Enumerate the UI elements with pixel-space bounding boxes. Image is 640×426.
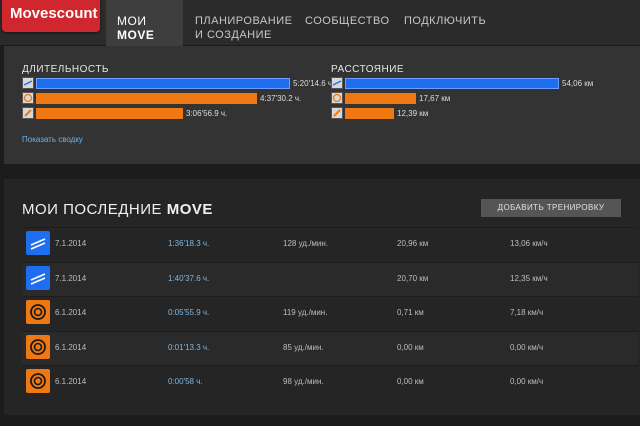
move-distance: 20,70 км <box>397 273 429 283</box>
circuit-icon <box>26 369 50 393</box>
recent-moves-title-prefix: МОИ ПОСЛЕДНИЕ <box>22 201 163 218</box>
move-hr: 128 уд./мин. <box>283 239 329 248</box>
move-speed: 0,00 км/ч <box>510 377 544 386</box>
running-icon <box>26 265 50 290</box>
distance-row: 12,39 км <box>331 107 625 119</box>
move-date: 7.1.2014 <box>55 273 87 283</box>
move-hr: 98 уд./мин. <box>283 377 324 386</box>
duration-row: 3:06'56.9 ч. <box>22 107 356 119</box>
running-icon <box>331 77 343 89</box>
move-date: 6.1.2014 <box>55 342 87 352</box>
recent-moves-panel: МОИ ПОСЛЕДНИЕ MOVE ДОБАВИТЬ ТРЕНИРОВКУ 7… <box>4 179 640 415</box>
move-date: 6.1.2014 <box>55 377 87 386</box>
duration-row: 4:37'30.2 ч. <box>22 92 356 104</box>
distance-value: 17,67 км <box>419 94 451 103</box>
duration-value: 4:37'30.2 ч. <box>260 94 302 103</box>
move-distance: 0,00 км <box>397 377 424 386</box>
summary-panel: ДЛИТЕЛЬНОСТЬ РАССТОЯНИЕ 5:20'14.6 ч. 4:37… <box>4 46 640 164</box>
distance-bar <box>345 93 416 104</box>
nav-planning[interactable]: ПЛАНИРОВАНИЕ И СОЗДАНИЕ <box>195 0 292 46</box>
distance-bar <box>345 78 559 89</box>
distance-row: 54,06 км <box>331 77 625 89</box>
move-date: 6.1.2014 <box>55 308 87 317</box>
movescount-logo[interactable]: Movescount <box>2 0 100 32</box>
move-row[interactable]: 6.1.2014 0:05'55.9 ч. 119 уд./мин. 0,71 км 7… <box>22 296 638 330</box>
move-duration[interactable]: 1:40'37.6 ч. <box>168 273 210 283</box>
circuit-icon <box>26 300 50 324</box>
recent-moves-title: МОИ ПОСЛЕДНИЕ MOVE <box>22 201 213 218</box>
running-icon <box>26 231 50 255</box>
move-distance: 0,00 км <box>397 342 424 352</box>
duration-bar <box>36 108 183 119</box>
move-row[interactable]: 6.1.2014 0:00'58 ч. 98 уд./мин. 0,00 км 0,00… <box>22 365 638 399</box>
duration-value: 5:20'14.6 ч. <box>293 79 335 88</box>
move-row[interactable]: 6.1.2014 0:01'13.3 ч. 85 уд./мин. 0,00 км 0,… <box>22 330 638 365</box>
distance-bar <box>345 108 394 119</box>
distance-title: РАССТОЯНИЕ <box>331 64 405 75</box>
top-header: Movescount МОИ MOVE ПЛАНИРОВАНИЕ И СОЗДА… <box>0 0 640 46</box>
add-workout-button[interactable]: ДОБАВИТЬ ТРЕНИРОВКУ <box>481 199 621 217</box>
duration-bar <box>36 93 257 104</box>
nav-my-moves-bold: MOVE <box>117 28 155 42</box>
move-row[interactable]: 7.1.2014 1:40'37.6 ч. 20,70 км 12,35 км/ч <box>22 261 638 296</box>
duration-title: ДЛИТЕЛЬНОСТЬ <box>22 64 109 75</box>
distance-value: 12,39 км <box>397 109 429 118</box>
circuit-icon <box>331 92 343 104</box>
move-speed: 12,35 км/ч <box>510 273 548 283</box>
nav-community[interactable]: СООБЩЕСТВО <box>305 15 390 27</box>
nav-my-moves-prefix: МОИ <box>117 14 147 28</box>
recent-moves-title-bold: MOVE <box>166 201 213 218</box>
nav-planning-line2: И СОЗДАНИЕ <box>195 29 272 41</box>
duration-row: 5:20'14.6 ч. <box>22 77 356 89</box>
distance-row: 17,67 км <box>331 92 625 104</box>
duration-bar <box>36 78 290 89</box>
move-speed: 13,06 км/ч <box>510 239 548 248</box>
circuit-icon <box>22 92 34 104</box>
move-row[interactable]: 7.1.2014 1:36'18.3 ч. 128 уд./мин. 20,96 км… <box>22 227 638 261</box>
nav-planning-line1: ПЛАНИРОВАНИЕ <box>195 15 293 27</box>
move-duration[interactable]: 1:36'18.3 ч. <box>168 239 210 248</box>
move-duration[interactable]: 0:00'58 ч. <box>168 377 203 386</box>
move-date: 7.1.2014 <box>55 239 87 248</box>
other-sport-icon <box>22 107 34 119</box>
move-hr: 119 уд./мин. <box>283 308 328 317</box>
move-speed: 0,00 км/ч <box>510 342 544 352</box>
duration-value: 3:06'56.9 ч. <box>186 109 228 118</box>
nav-my-moves[interactable]: МОИ MOVE <box>106 0 183 46</box>
move-distance: 20,96 км <box>397 239 429 248</box>
move-speed: 7,18 км/ч <box>510 308 544 317</box>
distance-value: 54,06 км <box>562 79 594 88</box>
show-summary-link[interactable]: Показать сводку <box>22 135 83 144</box>
running-icon <box>22 77 34 89</box>
other-sport-icon <box>331 107 343 119</box>
nav-connect[interactable]: ПОДКЛЮЧИТЬ <box>404 15 487 27</box>
circuit-icon <box>26 334 50 359</box>
move-duration[interactable]: 0:05'55.9 ч. <box>168 308 210 317</box>
move-hr: 85 уд./мин. <box>283 342 324 352</box>
move-duration[interactable]: 0:01'13.3 ч. <box>168 342 210 352</box>
move-distance: 0,71 км <box>397 308 424 317</box>
